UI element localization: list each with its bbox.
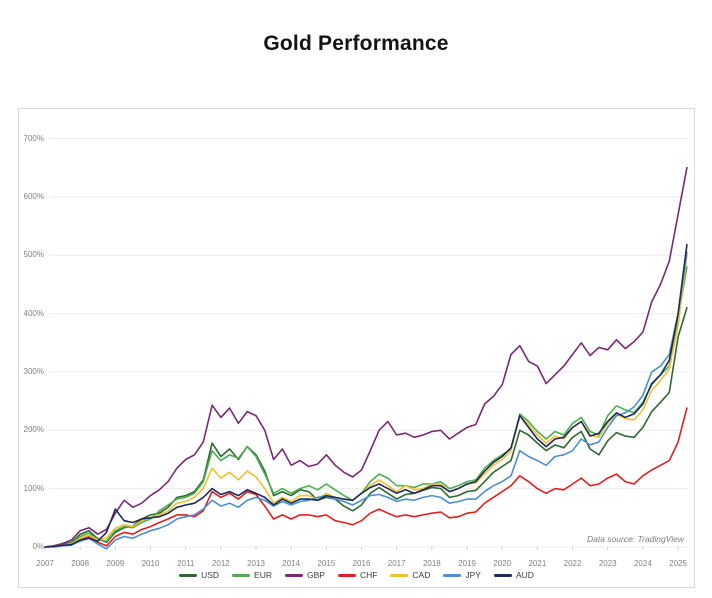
y-axis-label: 0% — [32, 542, 44, 551]
x-axis-label: 2019 — [458, 559, 476, 568]
chart-panel: 0% 100% 200% 300% 400% 500% 600% 700% 2007 2008 2… — [18, 108, 695, 588]
legend-label-chf: CHF — [359, 570, 378, 580]
legend-swatch-cad — [390, 573, 409, 577]
x-axis-label: 2007 — [36, 559, 54, 568]
series-line-aud — [44, 243, 688, 548]
x-axis-label: 2011 — [177, 559, 195, 568]
legend-label-aud: AUD — [515, 570, 534, 580]
legend-item-jpy: JPY — [443, 570, 481, 580]
x-axis-label: 2020 — [493, 559, 512, 568]
y-axis-label: 100% — [23, 483, 44, 493]
performance-chart — [44, 138, 688, 550]
legend-item-gbp: GBP — [284, 570, 325, 580]
x-axis-label: 2025 — [669, 559, 687, 568]
legend-item-chf: CHF — [337, 570, 378, 580]
y-axis-label: 700% — [23, 133, 44, 143]
legend-item-eur: EUR — [232, 570, 272, 580]
y-axis-label: 400% — [23, 308, 44, 318]
legend-item-cad: CAD — [390, 570, 430, 580]
data-source-note: Data source: TradingView — [586, 534, 684, 544]
x-axis-label: 2017 — [387, 559, 406, 568]
legend-item-aud: AUD — [493, 570, 534, 580]
y-axis-label: 500% — [23, 250, 44, 260]
legend-label-eur: EUR — [254, 570, 272, 580]
legend-swatch-eur — [232, 573, 251, 577]
x-axis-label: 2010 — [141, 559, 160, 568]
legend-label-usd: USD — [201, 570, 220, 580]
series-line-usd — [44, 306, 688, 548]
legend-label-jpy: JPY — [465, 570, 481, 580]
legend-swatch-chf — [337, 573, 356, 577]
x-axis-label: 2022 — [563, 559, 582, 568]
x-axis-label: 2018 — [422, 559, 441, 568]
x-axis-label: 2024 — [633, 559, 652, 568]
x-axis-label: 2012 — [211, 559, 230, 568]
series-line-gbp — [44, 166, 688, 548]
series-line-jpy — [44, 251, 688, 550]
x-axis-label: 2021 — [528, 559, 547, 568]
legend-swatch-gbp — [284, 573, 303, 577]
x-axis-label: 2013 — [247, 559, 265, 568]
legend-item-usd: USD — [179, 570, 219, 580]
x-axis-label: 2023 — [598, 559, 617, 568]
x-axis-label: 2015 — [317, 559, 336, 568]
legend-swatch-usd — [179, 573, 198, 577]
y-axis-label: 200% — [23, 425, 44, 435]
series-line-chf — [44, 407, 688, 548]
y-axis-label: 300% — [23, 366, 44, 376]
page-title: Gold Performance — [263, 32, 449, 55]
legend-swatch-jpy — [443, 573, 462, 577]
chart-legend: USD EUR GBP CHF CAD JPY AUD — [19, 570, 694, 580]
x-axis-label: 2008 — [71, 559, 90, 568]
legend-swatch-aud — [493, 573, 512, 577]
legend-label-cad: CAD — [412, 570, 431, 580]
series-line-eur — [44, 266, 688, 548]
y-axis-label: 600% — [23, 191, 44, 201]
legend-label-gbp: GBP — [306, 570, 325, 580]
x-axis-label: 2014 — [282, 559, 301, 568]
x-axis-label: 2009 — [106, 559, 125, 568]
x-axis-label: 2016 — [352, 559, 371, 568]
